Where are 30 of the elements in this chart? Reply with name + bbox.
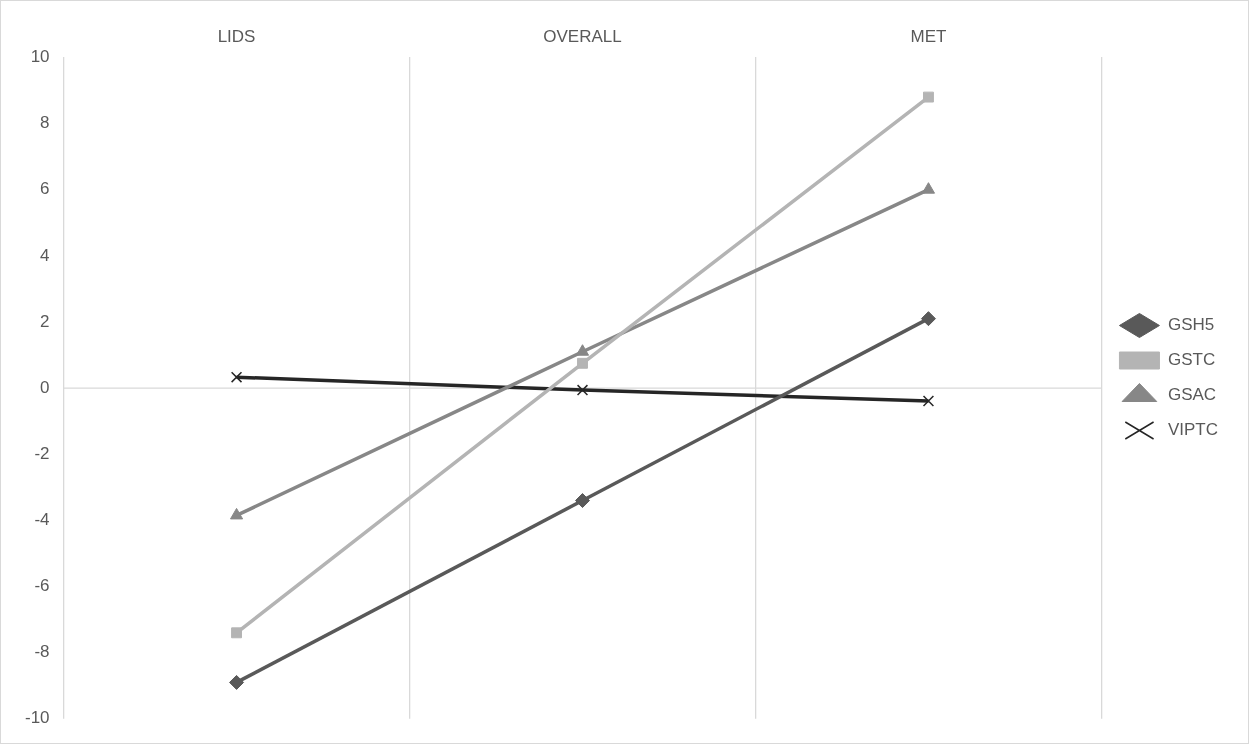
y-tick-label: -4 xyxy=(34,510,50,530)
legend-label: GSTC xyxy=(1167,350,1216,370)
legend-label: VIPTC xyxy=(1167,420,1218,440)
point xyxy=(231,627,242,639)
y-tick-label: -2 xyxy=(34,443,50,463)
y-tick-label: -8 xyxy=(34,642,50,662)
y-tick-label: -6 xyxy=(34,576,50,596)
y-tick-label: 8 xyxy=(40,113,50,133)
point xyxy=(575,493,590,509)
y-tick-label: 2 xyxy=(40,311,50,331)
y-tick-label: 0 xyxy=(40,377,50,397)
point xyxy=(921,182,936,194)
point xyxy=(230,371,243,383)
point xyxy=(922,395,935,407)
x-tick-label: OVERALL xyxy=(543,26,622,46)
legend-label: GSH5 xyxy=(1167,315,1215,335)
y-tick-label: 10 xyxy=(30,47,50,67)
point xyxy=(229,674,245,690)
point xyxy=(920,311,936,327)
y-tick-label: -10 xyxy=(24,708,50,728)
point xyxy=(576,384,589,396)
x-tick-label: MET xyxy=(910,26,947,46)
point xyxy=(229,507,244,520)
y-tick-label: 6 xyxy=(40,179,50,199)
point xyxy=(577,357,588,369)
point xyxy=(923,91,934,103)
legend-label: GSAC xyxy=(1167,385,1217,405)
x-tick-label: LIDS xyxy=(217,26,256,46)
y-tick-label: 4 xyxy=(40,245,50,265)
point xyxy=(575,344,590,356)
